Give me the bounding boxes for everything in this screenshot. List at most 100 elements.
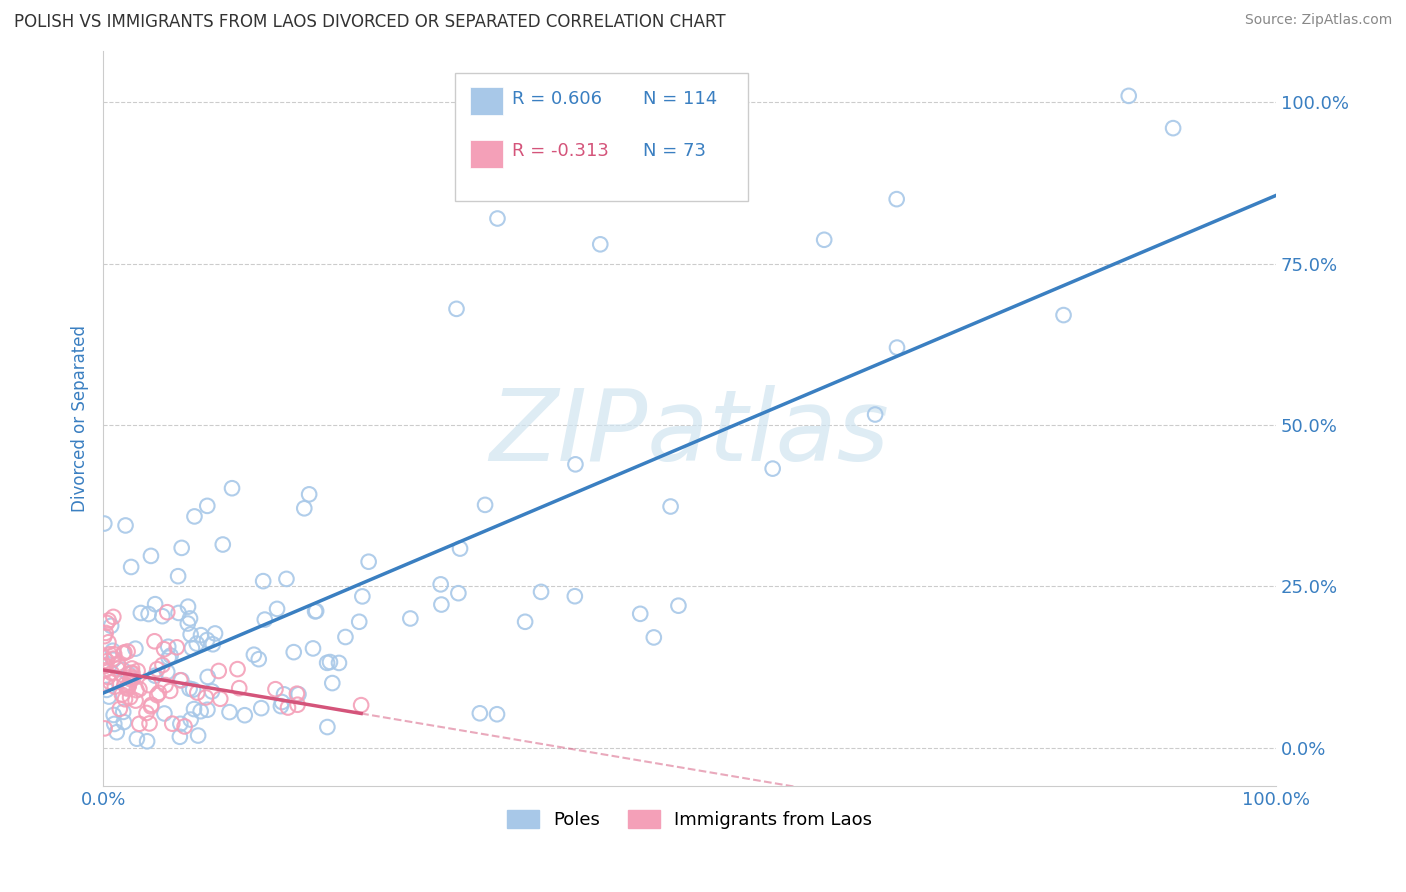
Point bbox=[183, 702, 205, 716]
Point bbox=[474, 498, 496, 512]
Point bbox=[886, 341, 908, 355]
Point bbox=[120, 670, 142, 684]
Point bbox=[121, 661, 143, 675]
Point bbox=[195, 499, 218, 513]
Point bbox=[107, 662, 129, 676]
Point bbox=[243, 648, 266, 662]
Point bbox=[159, 648, 181, 663]
Point bbox=[103, 708, 125, 723]
Point bbox=[114, 518, 136, 533]
Point bbox=[125, 731, 148, 746]
Point bbox=[122, 671, 145, 685]
Point bbox=[139, 549, 162, 563]
Point bbox=[186, 685, 208, 699]
Point bbox=[204, 626, 226, 640]
Point bbox=[98, 647, 121, 661]
Point bbox=[250, 701, 273, 715]
Point bbox=[589, 237, 612, 252]
Point bbox=[124, 693, 146, 707]
Point bbox=[266, 602, 288, 616]
Point bbox=[128, 716, 150, 731]
Point bbox=[468, 706, 491, 721]
Point bbox=[292, 501, 315, 516]
Point bbox=[104, 680, 127, 694]
Point bbox=[169, 730, 191, 744]
Point bbox=[103, 610, 125, 624]
Text: N = 114: N = 114 bbox=[643, 89, 717, 108]
Point bbox=[211, 537, 233, 551]
Point bbox=[335, 630, 357, 644]
Text: R = -0.313: R = -0.313 bbox=[512, 143, 609, 161]
Point bbox=[93, 722, 115, 736]
Point bbox=[101, 644, 124, 658]
Point bbox=[105, 725, 128, 739]
Point bbox=[628, 607, 651, 621]
Point bbox=[863, 408, 886, 422]
Point bbox=[112, 647, 135, 661]
Point bbox=[179, 611, 201, 625]
Point bbox=[150, 609, 173, 624]
Point bbox=[201, 684, 224, 698]
Point bbox=[228, 681, 250, 695]
Point bbox=[247, 652, 270, 666]
Point bbox=[128, 682, 150, 697]
Point bbox=[121, 665, 143, 680]
Point bbox=[276, 572, 298, 586]
Point bbox=[94, 664, 117, 678]
Point bbox=[146, 688, 169, 702]
Point bbox=[94, 658, 117, 673]
Point bbox=[187, 729, 209, 743]
Point bbox=[167, 606, 190, 620]
Point bbox=[886, 192, 908, 206]
Point bbox=[285, 687, 308, 701]
Point bbox=[169, 716, 191, 731]
Point bbox=[668, 599, 690, 613]
Point bbox=[96, 615, 118, 630]
Point bbox=[120, 690, 142, 705]
Point bbox=[112, 715, 135, 730]
Point bbox=[125, 683, 148, 698]
Point bbox=[138, 678, 160, 692]
Point bbox=[302, 641, 325, 656]
Point bbox=[350, 698, 373, 713]
Point bbox=[143, 597, 166, 611]
Point bbox=[179, 681, 201, 696]
Point bbox=[177, 616, 200, 631]
Point bbox=[762, 461, 785, 475]
Point bbox=[253, 613, 276, 627]
Text: Source: ZipAtlas.com: Source: ZipAtlas.com bbox=[1244, 13, 1392, 28]
Point bbox=[287, 698, 309, 712]
Point bbox=[93, 650, 115, 665]
Point bbox=[298, 487, 321, 501]
Point bbox=[103, 647, 125, 661]
Point bbox=[180, 641, 202, 656]
Point bbox=[564, 458, 586, 472]
Point bbox=[103, 717, 125, 731]
Point bbox=[138, 607, 160, 621]
Point bbox=[352, 590, 374, 604]
Point bbox=[124, 641, 146, 656]
Point bbox=[321, 676, 343, 690]
Point bbox=[93, 516, 115, 531]
Point bbox=[136, 734, 159, 748]
Point bbox=[97, 614, 120, 628]
Point bbox=[252, 574, 274, 588]
Point bbox=[486, 211, 509, 226]
Point bbox=[564, 589, 586, 603]
Point bbox=[138, 716, 160, 731]
Point bbox=[98, 690, 121, 704]
Point bbox=[103, 653, 125, 667]
Point bbox=[100, 666, 122, 681]
Point bbox=[96, 682, 118, 697]
Point bbox=[186, 637, 208, 651]
Point bbox=[96, 654, 118, 668]
Point bbox=[94, 677, 117, 691]
Point bbox=[643, 631, 665, 645]
Text: ZIPatlas: ZIPatlas bbox=[489, 384, 890, 482]
Point bbox=[135, 706, 157, 720]
Text: POLISH VS IMMIGRANTS FROM LAOS DIVORCED OR SEPARATED CORRELATION CHART: POLISH VS IMMIGRANTS FROM LAOS DIVORCED … bbox=[14, 13, 725, 31]
Point bbox=[114, 677, 136, 691]
Point bbox=[283, 645, 305, 659]
Point bbox=[226, 662, 249, 676]
Point bbox=[143, 634, 166, 648]
